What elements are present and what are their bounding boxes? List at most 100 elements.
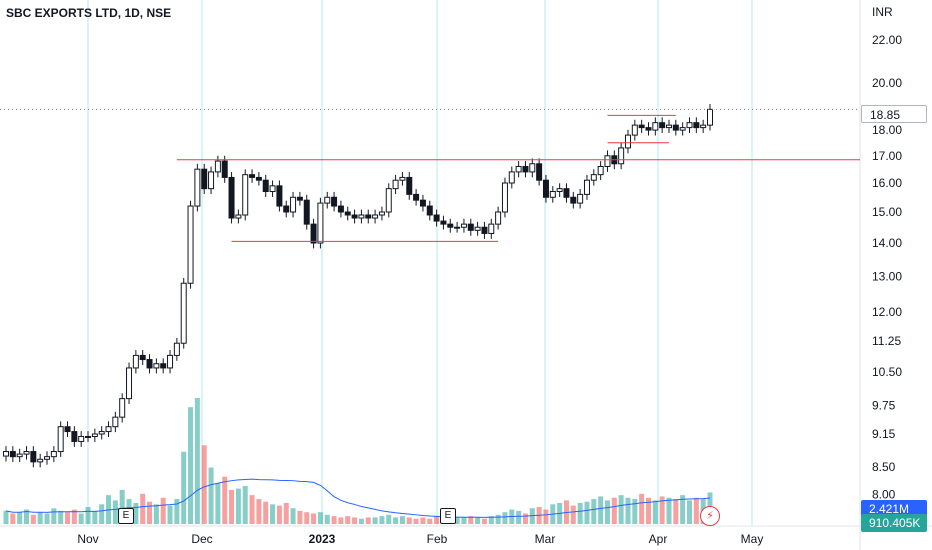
volume-bar: [379, 516, 385, 524]
y-tick-label: 20.00: [872, 76, 902, 90]
candle-body: [426, 205, 433, 216]
axis-currency-label: INR: [872, 5, 893, 19]
candle-body: [85, 435, 92, 438]
candle-body: [467, 223, 474, 231]
volume-bar: [686, 500, 692, 524]
candle-body: [679, 127, 686, 131]
candle-body: [255, 176, 262, 181]
volume-bar: [188, 407, 194, 524]
x-tick-label: May: [741, 532, 764, 546]
volume-bar: [147, 501, 153, 524]
lightning-icon[interactable]: ⚡: [700, 506, 720, 526]
candle-body: [508, 171, 515, 184]
volume-bar: [256, 499, 262, 524]
candle-body: [16, 453, 23, 458]
candle-body: [310, 223, 317, 244]
volume-bar: [399, 516, 405, 524]
y-tick-label: 18.00: [872, 123, 902, 137]
volume-bar: [304, 512, 310, 524]
volume-bar: [413, 518, 419, 524]
candle-body: [119, 398, 126, 418]
volume-ma-badge: 910.405K: [861, 514, 927, 532]
volume-bar: [666, 497, 672, 524]
candle-body: [296, 196, 303, 201]
volume-bar: [71, 509, 77, 524]
candle-body: [433, 214, 440, 222]
volume-bar: [160, 497, 166, 524]
candle-body: [372, 214, 379, 219]
volume-bar: [249, 495, 255, 524]
volume-bar: [591, 499, 597, 524]
volume-bar: [133, 503, 139, 524]
volume-bar: [345, 516, 351, 524]
volume-bar: [24, 509, 30, 524]
candle-body: [146, 359, 153, 369]
y-tick-label: 12.00: [872, 305, 902, 319]
candle-body: [262, 179, 269, 193]
y-tick-label: 9.75: [872, 398, 896, 412]
volume-bar: [215, 483, 221, 524]
volume-bar: [495, 514, 501, 524]
volume-bar: [140, 493, 146, 524]
volume-bar: [645, 497, 651, 524]
candle-body: [563, 188, 570, 198]
volume-bar: [65, 512, 71, 524]
volume-bar: [92, 510, 98, 524]
volume-bar: [365, 517, 371, 524]
candle-body: [344, 211, 351, 216]
volume-bar: [673, 499, 679, 524]
candle-body: [290, 196, 297, 213]
volume-bar: [58, 510, 64, 524]
volume-bar: [468, 516, 474, 524]
candle-body: [460, 223, 467, 228]
candle-body: [522, 165, 529, 173]
candle-body: [78, 435, 85, 442]
candle-body: [454, 226, 461, 229]
x-tick-label: Nov: [77, 532, 98, 546]
volume-bar: [194, 398, 200, 524]
candle-body: [597, 165, 604, 176]
candle-body: [659, 122, 666, 129]
earnings-marker[interactable]: E: [440, 508, 456, 524]
candle-body: [201, 168, 208, 190]
candle-body: [495, 211, 502, 225]
volume-bar: [174, 499, 180, 524]
y-tick-label: 16.00: [872, 176, 902, 190]
candle-body: [707, 108, 713, 126]
volume-bar: [570, 505, 576, 524]
candle-body: [249, 174, 256, 178]
candle-body: [57, 426, 64, 453]
x-tick-label: Mar: [535, 532, 556, 546]
candle-body: [665, 124, 672, 129]
volume-bar: [358, 518, 364, 524]
candle-body: [153, 363, 160, 369]
candle-body: [208, 171, 215, 190]
volume-bar: [119, 489, 125, 524]
candle-body: [590, 174, 597, 181]
candle-body: [64, 426, 71, 433]
candle-body: [570, 196, 577, 204]
candle-body: [631, 124, 638, 136]
candle-body: [214, 160, 221, 173]
x-tick-label: 2023: [309, 532, 336, 546]
candle-body: [180, 282, 187, 344]
candle-body: [30, 451, 37, 463]
candle-body: [98, 431, 105, 435]
candle-body: [549, 191, 556, 198]
volume-bar: [522, 513, 528, 524]
earnings-marker[interactable]: E: [118, 508, 134, 524]
candle-body: [399, 176, 406, 181]
candle-body: [686, 122, 693, 129]
volume-ma-line: [5, 478, 711, 518]
volume-bar: [372, 517, 378, 524]
candle-body: [413, 193, 420, 201]
volume-bar: [270, 504, 276, 524]
candle-body: [283, 205, 290, 213]
volume-bar: [317, 512, 323, 524]
candle-body: [406, 176, 413, 195]
volume-bar: [276, 505, 282, 524]
volume-bar: [406, 517, 412, 524]
candle-body: [167, 354, 174, 369]
candle-body: [23, 451, 30, 455]
